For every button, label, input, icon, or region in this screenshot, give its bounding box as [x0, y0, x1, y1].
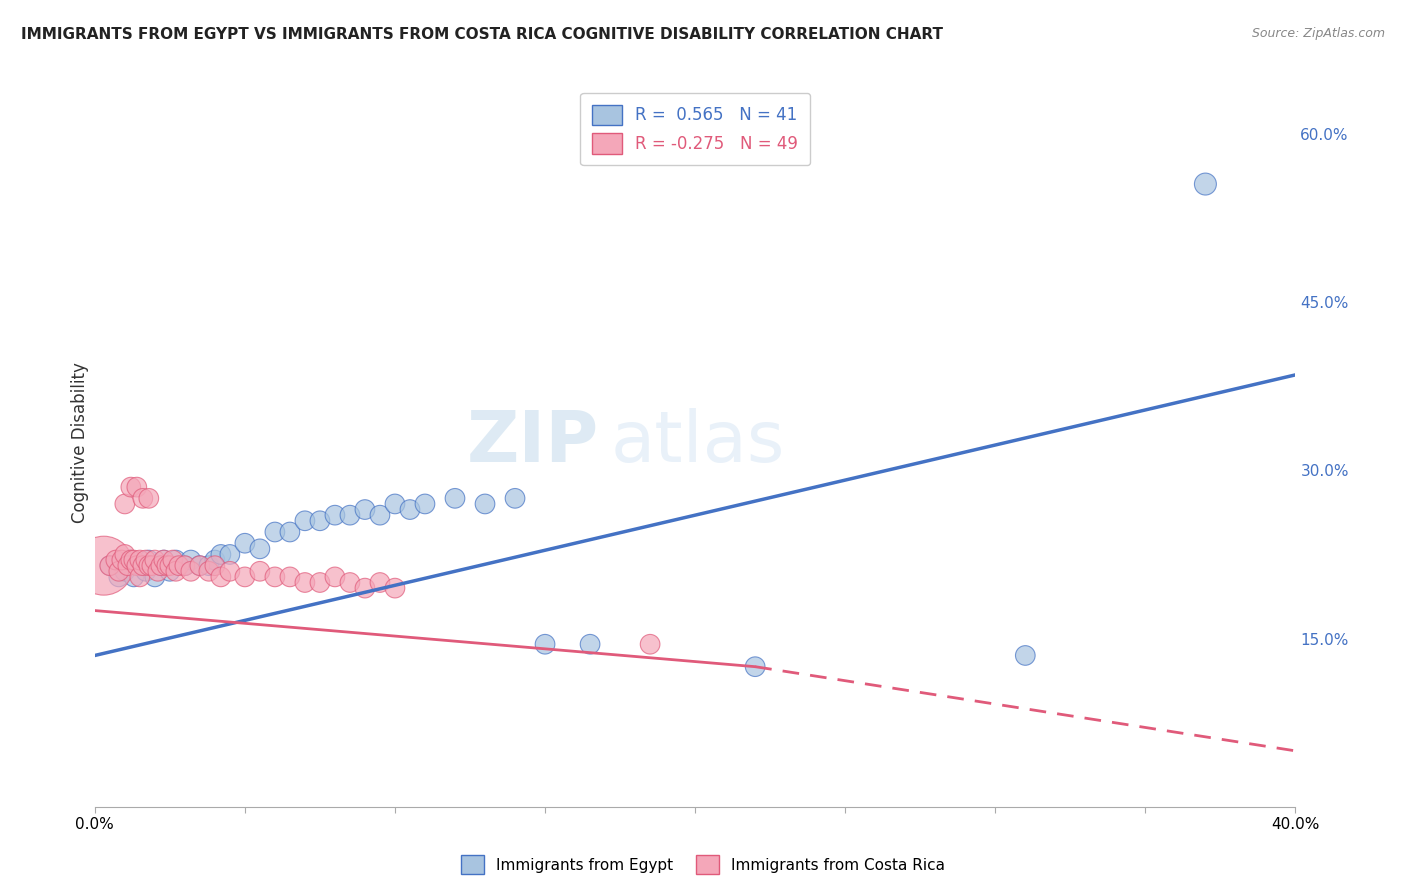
- Point: [156, 558, 179, 573]
- Point: [135, 553, 157, 567]
- Point: [188, 558, 211, 573]
- Text: IMMIGRANTS FROM EGYPT VS IMMIGRANTS FROM COSTA RICA COGNITIVE DISABILITY CORRELA: IMMIGRANTS FROM EGYPT VS IMMIGRANTS FROM…: [21, 27, 943, 42]
- Point: [444, 491, 467, 506]
- Point: [323, 570, 346, 584]
- Point: [153, 553, 176, 567]
- Point: [354, 502, 377, 516]
- Point: [143, 570, 166, 584]
- Point: [111, 553, 134, 567]
- Point: [278, 524, 301, 539]
- Point: [173, 558, 195, 573]
- Point: [309, 575, 332, 590]
- Point: [399, 502, 422, 516]
- Point: [198, 564, 221, 578]
- Point: [198, 558, 221, 573]
- Point: [474, 497, 496, 511]
- Point: [108, 564, 131, 578]
- Point: [149, 558, 172, 573]
- Point: [323, 508, 346, 523]
- Point: [114, 497, 136, 511]
- Point: [744, 659, 766, 673]
- Point: [125, 480, 148, 494]
- Point: [384, 497, 406, 511]
- Point: [579, 637, 602, 651]
- Point: [368, 575, 391, 590]
- Point: [135, 564, 157, 578]
- Point: [120, 553, 142, 567]
- Point: [1014, 648, 1036, 663]
- Point: [132, 491, 155, 506]
- Point: [149, 558, 172, 573]
- Point: [264, 524, 287, 539]
- Point: [368, 508, 391, 523]
- Point: [120, 553, 142, 567]
- Point: [159, 564, 181, 578]
- Point: [204, 558, 226, 573]
- Point: [294, 575, 316, 590]
- Point: [141, 558, 163, 573]
- Point: [413, 497, 436, 511]
- Text: atlas: atlas: [612, 408, 786, 476]
- Point: [180, 553, 202, 567]
- Point: [534, 637, 557, 651]
- Point: [122, 553, 145, 567]
- Point: [167, 558, 190, 573]
- Point: [209, 548, 232, 562]
- Point: [503, 491, 526, 506]
- Y-axis label: Cognitive Disability: Cognitive Disability: [72, 362, 89, 523]
- Point: [132, 558, 155, 573]
- Point: [98, 558, 121, 573]
- Point: [339, 508, 361, 523]
- Point: [233, 536, 256, 550]
- Point: [180, 564, 202, 578]
- Legend: Immigrants from Egypt, Immigrants from Costa Rica: Immigrants from Egypt, Immigrants from C…: [454, 849, 952, 880]
- Point: [264, 570, 287, 584]
- Point: [249, 564, 271, 578]
- Legend: R =  0.565   N = 41, R = -0.275   N = 49: R = 0.565 N = 41, R = -0.275 N = 49: [581, 93, 810, 165]
- Point: [104, 553, 127, 567]
- Point: [249, 541, 271, 556]
- Point: [165, 553, 187, 567]
- Point: [153, 553, 176, 567]
- Point: [159, 558, 181, 573]
- Point: [204, 553, 226, 567]
- Point: [138, 558, 160, 573]
- Point: [120, 480, 142, 494]
- Point: [128, 570, 150, 584]
- Point: [218, 548, 240, 562]
- Point: [278, 570, 301, 584]
- Point: [309, 514, 332, 528]
- Point: [138, 491, 160, 506]
- Point: [143, 553, 166, 567]
- Point: [233, 570, 256, 584]
- Point: [128, 558, 150, 573]
- Point: [209, 570, 232, 584]
- Point: [384, 581, 406, 595]
- Point: [146, 564, 169, 578]
- Point: [165, 564, 187, 578]
- Point: [638, 637, 661, 651]
- Point: [117, 558, 139, 573]
- Point: [162, 553, 184, 567]
- Point: [188, 558, 211, 573]
- Point: [114, 548, 136, 562]
- Point: [108, 570, 131, 584]
- Point: [339, 575, 361, 590]
- Point: [122, 570, 145, 584]
- Point: [218, 564, 240, 578]
- Point: [173, 558, 195, 573]
- Point: [98, 558, 121, 573]
- Point: [114, 564, 136, 578]
- Point: [93, 558, 115, 573]
- Point: [128, 553, 150, 567]
- Text: Source: ZipAtlas.com: Source: ZipAtlas.com: [1251, 27, 1385, 40]
- Point: [1194, 177, 1216, 191]
- Point: [294, 514, 316, 528]
- Text: ZIP: ZIP: [467, 408, 599, 476]
- Point: [354, 581, 377, 595]
- Point: [125, 558, 148, 573]
- Point: [138, 553, 160, 567]
